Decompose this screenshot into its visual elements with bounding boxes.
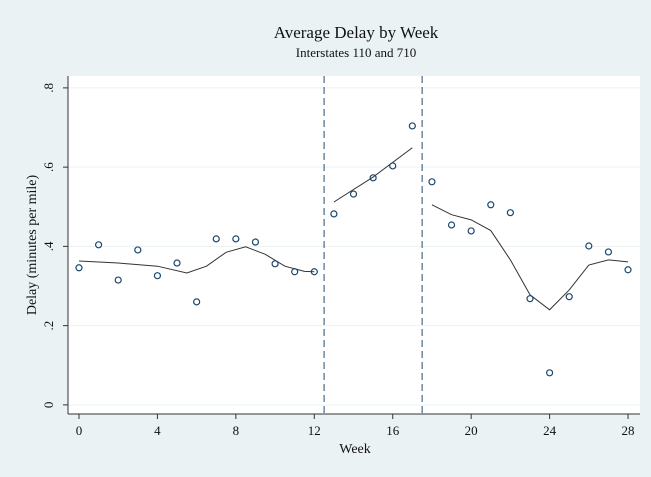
point: [565, 293, 573, 301]
x-tick-label: 28: [622, 423, 635, 438]
point: [232, 235, 240, 243]
fit-line: [333, 147, 413, 203]
point: [369, 174, 377, 182]
point: [467, 227, 475, 235]
point: [428, 178, 436, 186]
plot-area: [68, 76, 640, 414]
point: [546, 369, 554, 377]
point: [389, 162, 397, 170]
x-tick-label: 0: [76, 423, 83, 438]
point: [604, 248, 613, 256]
y-tick-label: .2: [41, 321, 56, 331]
chart-title: Average Delay by Week: [274, 23, 439, 42]
point: [624, 266, 632, 274]
x-axis-label: Week: [339, 442, 371, 457]
fit-line: [431, 204, 629, 311]
point: [310, 268, 318, 276]
chart-subtitle: Interstates 110 and 710: [296, 45, 416, 60]
point: [349, 190, 358, 198]
x-tick-label: 12: [308, 423, 321, 438]
point: [585, 242, 593, 250]
y-tick-label: 0: [41, 402, 56, 409]
point: [526, 295, 534, 303]
point: [447, 221, 456, 229]
x-tick-label: 24: [543, 423, 557, 438]
point: [114, 276, 122, 284]
point: [212, 235, 220, 243]
x-tick-label: 4: [154, 423, 161, 438]
x-tick-label: 20: [465, 423, 478, 438]
point: [153, 272, 162, 280]
point: [291, 268, 299, 276]
point: [193, 298, 201, 306]
point: [173, 259, 181, 267]
x-tick-label: 8: [233, 423, 240, 438]
y-tick-label: .8: [41, 83, 56, 93]
point: [75, 264, 83, 272]
point: [330, 210, 338, 218]
point: [251, 238, 260, 246]
point: [487, 201, 495, 209]
y-axis-label: Delay (minutes per mile): [25, 174, 40, 315]
y-tick-label: .6: [41, 162, 56, 172]
point: [134, 246, 142, 254]
point: [271, 260, 279, 268]
x-tick-label: 16: [386, 423, 400, 438]
point: [408, 122, 416, 130]
point: [506, 209, 514, 217]
y-tick-label: .4: [41, 241, 56, 251]
fit-line: [78, 246, 315, 274]
point: [94, 241, 103, 249]
